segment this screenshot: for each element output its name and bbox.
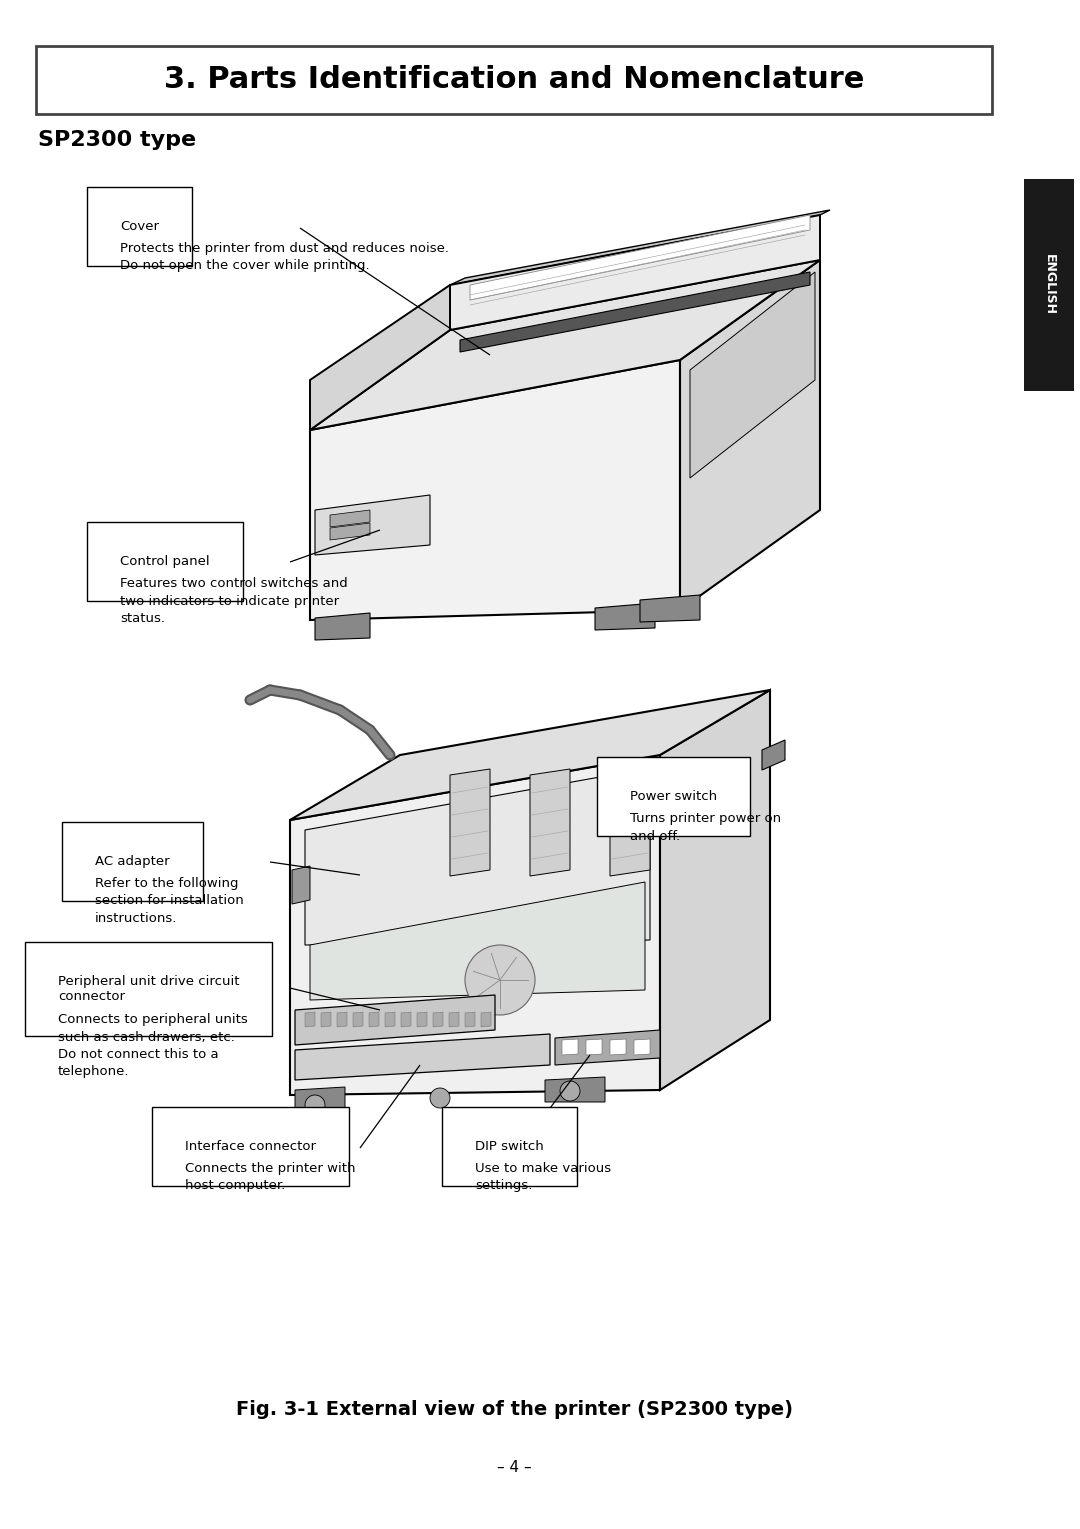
- Polygon shape: [690, 272, 815, 479]
- Polygon shape: [530, 769, 570, 876]
- FancyBboxPatch shape: [1024, 179, 1074, 391]
- Text: Use to make various
settings.: Use to make various settings.: [475, 1162, 611, 1193]
- Text: Control panel: Control panel: [120, 555, 210, 567]
- Polygon shape: [295, 1087, 345, 1112]
- Polygon shape: [292, 865, 310, 904]
- Text: Turns printer power on
and off.: Turns printer power on and off.: [630, 812, 781, 842]
- Text: – 4 –: – 4 –: [497, 1460, 531, 1475]
- Polygon shape: [449, 1012, 459, 1027]
- Text: Connects the printer with
host computer.: Connects the printer with host computer.: [185, 1162, 355, 1193]
- Polygon shape: [595, 602, 654, 630]
- Polygon shape: [640, 595, 700, 622]
- Text: SP2300 type: SP2300 type: [38, 130, 197, 150]
- Polygon shape: [450, 209, 831, 284]
- Circle shape: [430, 1089, 450, 1109]
- Polygon shape: [555, 1031, 660, 1066]
- Circle shape: [561, 1081, 580, 1101]
- Polygon shape: [450, 769, 490, 876]
- Polygon shape: [401, 1012, 411, 1027]
- Polygon shape: [337, 1012, 347, 1027]
- Polygon shape: [330, 511, 370, 528]
- Polygon shape: [562, 1040, 578, 1055]
- Polygon shape: [465, 1012, 475, 1027]
- Text: Power switch: Power switch: [630, 790, 717, 803]
- Polygon shape: [321, 1012, 330, 1027]
- Text: Protects the printer from dust and reduces noise.
Do not open the cover while pr: Protects the printer from dust and reduc…: [120, 242, 449, 272]
- Polygon shape: [481, 1012, 491, 1027]
- Polygon shape: [460, 272, 810, 352]
- Circle shape: [465, 945, 535, 1015]
- Polygon shape: [384, 1012, 395, 1027]
- Polygon shape: [433, 1012, 443, 1027]
- Polygon shape: [310, 882, 645, 1000]
- Text: DIP switch: DIP switch: [475, 1141, 543, 1153]
- Polygon shape: [330, 523, 370, 540]
- Polygon shape: [586, 1040, 602, 1055]
- FancyBboxPatch shape: [36, 46, 993, 115]
- Polygon shape: [315, 613, 370, 641]
- Polygon shape: [470, 216, 810, 300]
- Text: AC adapter: AC adapter: [95, 855, 170, 868]
- Polygon shape: [291, 690, 770, 820]
- Polygon shape: [310, 284, 450, 430]
- Text: Cover: Cover: [120, 220, 159, 232]
- Text: Fig. 3-1 External view of the printer (SP2300 type): Fig. 3-1 External view of the printer (S…: [235, 1401, 793, 1419]
- Text: Peripheral unit drive circuit
connector: Peripheral unit drive circuit connector: [58, 976, 240, 1003]
- Text: Refer to the following
section for installation
instructions.: Refer to the following section for insta…: [95, 878, 244, 925]
- Polygon shape: [315, 495, 430, 555]
- Polygon shape: [610, 1040, 626, 1055]
- Circle shape: [305, 1095, 325, 1115]
- Polygon shape: [305, 768, 650, 945]
- Polygon shape: [310, 359, 680, 619]
- Polygon shape: [291, 755, 660, 1095]
- Polygon shape: [295, 995, 495, 1044]
- Polygon shape: [634, 1040, 650, 1055]
- Polygon shape: [762, 740, 785, 771]
- Text: 3. Parts Identification and Nomenclature: 3. Parts Identification and Nomenclature: [164, 64, 864, 93]
- Polygon shape: [610, 769, 650, 876]
- Polygon shape: [545, 1076, 605, 1102]
- Polygon shape: [305, 1012, 315, 1027]
- Text: ENGLISH: ENGLISH: [1042, 254, 1055, 315]
- Polygon shape: [369, 1012, 379, 1027]
- Polygon shape: [295, 1034, 550, 1079]
- Text: Interface connector: Interface connector: [185, 1141, 316, 1153]
- Polygon shape: [310, 260, 820, 430]
- Text: Features two control switches and
two indicators to indicate printer
status.: Features two control switches and two in…: [120, 576, 348, 625]
- Polygon shape: [660, 690, 770, 1090]
- Polygon shape: [450, 216, 820, 330]
- Polygon shape: [417, 1012, 427, 1027]
- Text: Connects to peripheral units
such as cash drawers, etc.
Do not connect this to a: Connects to peripheral units such as cas…: [58, 1014, 247, 1078]
- Polygon shape: [680, 260, 820, 610]
- Polygon shape: [353, 1012, 363, 1027]
